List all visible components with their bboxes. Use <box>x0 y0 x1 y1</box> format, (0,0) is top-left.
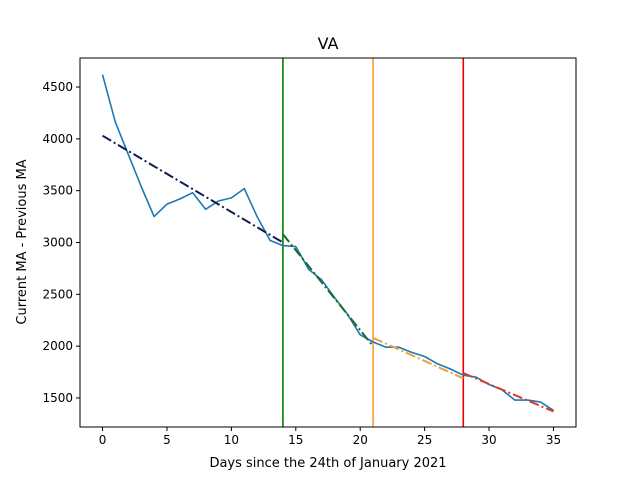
data-line-0 <box>101 74 554 412</box>
y-tick-label-2: 2500 <box>42 287 73 301</box>
y-tick-label-6: 4500 <box>42 80 73 94</box>
x-tick-label-4: 20 <box>353 433 368 447</box>
y-tick-label-0: 1500 <box>42 391 73 405</box>
x-tick-label-0: 0 <box>99 433 107 447</box>
y-tick-label-3: 3000 <box>42 236 73 250</box>
x-axis-label: Days since the 24th of January 2021 <box>209 456 446 471</box>
trend-line-4 <box>462 372 554 413</box>
y-tick-label-4: 3500 <box>42 184 73 198</box>
y-axis-ticks: 1500 2000 2500 3000 3500 4000 4500 <box>42 80 80 405</box>
y-tick-label-1: 2000 <box>42 339 73 353</box>
x-tick-label-1: 5 <box>163 433 171 447</box>
x-tick-label-2: 10 <box>224 433 239 447</box>
y-tick-label-5: 4000 <box>42 132 73 146</box>
x-tick-label-3: 15 <box>288 433 303 447</box>
chart-title: VA <box>318 34 339 53</box>
x-tick-label-6: 30 <box>481 433 496 447</box>
series-group <box>101 74 554 413</box>
plot-background <box>80 58 576 427</box>
x-tick-label-7: 35 <box>546 433 561 447</box>
vertical-markers <box>282 58 465 427</box>
trend-line-1 <box>101 134 284 244</box>
x-axis-ticks: 0 5 10 15 20 25 30 35 <box>99 427 561 447</box>
y-axis-label: Current MA - Previous MA <box>15 159 30 324</box>
trend-line-3 <box>372 336 464 380</box>
x-tick-label-5: 25 <box>417 433 432 447</box>
trend-line-2 <box>282 233 374 347</box>
